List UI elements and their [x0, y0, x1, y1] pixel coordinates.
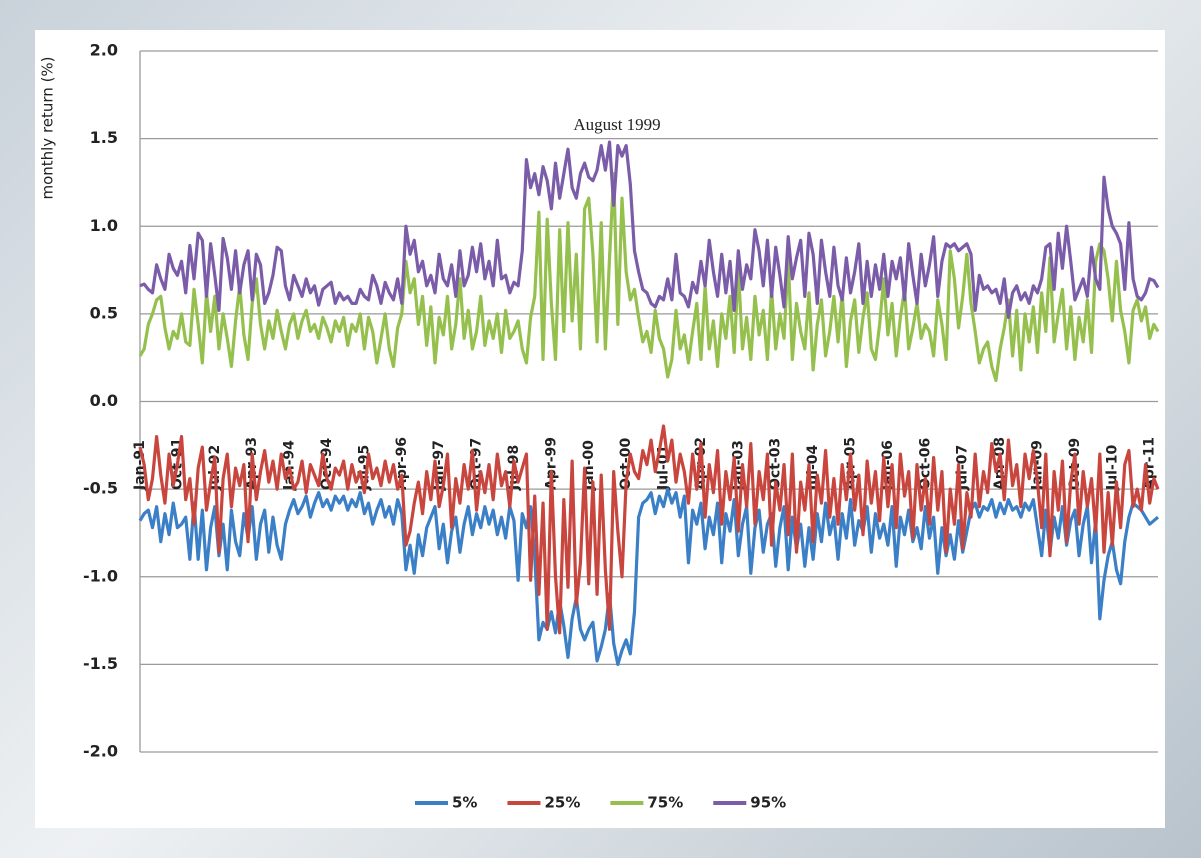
legend-label: 95% [750, 794, 786, 812]
y-tick-label: -0.5 [83, 479, 118, 498]
series-line [138, 172, 1160, 383]
legend-label: 5% [452, 794, 477, 812]
series-line [138, 487, 1160, 666]
legend-label: 25% [544, 794, 580, 812]
x-tick-label: Jul-10 [1104, 444, 1120, 491]
legend-label: 75% [647, 794, 683, 812]
chart-panel [35, 30, 1165, 828]
x-tick-label: Apr-96 [394, 437, 410, 490]
x-tick-label: Oct-00 [618, 438, 634, 490]
y-tick-label: -1.0 [83, 566, 118, 585]
y-tick-label: 0.5 [90, 303, 118, 322]
x-tick-label: Oct-03 [768, 438, 784, 490]
x-tick-label: Apr-99 [543, 437, 559, 490]
y-tick-label: 1.5 [90, 128, 118, 147]
annotation: August 1999 [573, 115, 660, 134]
y-tick-label: 1.0 [90, 216, 118, 235]
y-tick-label: 0.0 [90, 391, 118, 410]
y-tick-label: -2.0 [83, 742, 118, 761]
y-axis-title: monthly return (%) [39, 56, 57, 199]
x-tick-label: Oct-06 [917, 438, 933, 490]
y-tick-label: -1.5 [83, 654, 118, 673]
x-tick-label: Oct-94 [319, 438, 335, 490]
series-line [138, 424, 1160, 635]
series-line [139, 140, 1160, 319]
x-tick-label: Jan-91 [132, 440, 148, 491]
y-tick-label: 2.0 [90, 41, 118, 60]
